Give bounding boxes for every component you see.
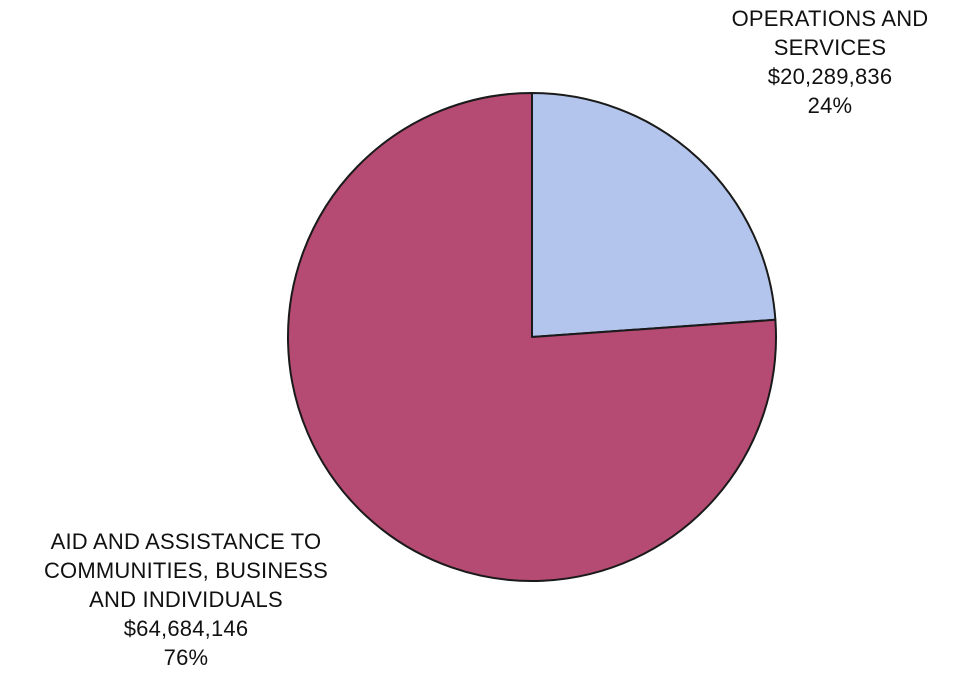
pie-slices <box>287 92 777 582</box>
slice-label-line: OPERATIONS AND <box>731 6 929 31</box>
pie-slice-0 <box>531 92 777 338</box>
slice-label-line: AND INDIVIDUALS <box>89 587 283 612</box>
slice-label-line: AID AND ASSISTANCE TO <box>50 529 322 554</box>
slice-label-aid-and-assistance: AID AND ASSISTANCE TO COMMUNITIES, BUSIN… <box>6 527 366 672</box>
slice-label-line: SERVICES <box>773 35 887 60</box>
slice-percent: 24% <box>807 93 853 118</box>
slice-percent: 76% <box>163 645 209 670</box>
slice-label-operations-and-services: OPERATIONS AND SERVICES $20,289,836 24% <box>700 4 956 120</box>
slice-label-line: COMMUNITIES, BUSINESS <box>43 558 329 583</box>
slice-amount: $20,289,836 <box>767 64 893 89</box>
slice-amount: $64,684,146 <box>123 616 249 641</box>
pie-slice-1 <box>287 92 777 582</box>
